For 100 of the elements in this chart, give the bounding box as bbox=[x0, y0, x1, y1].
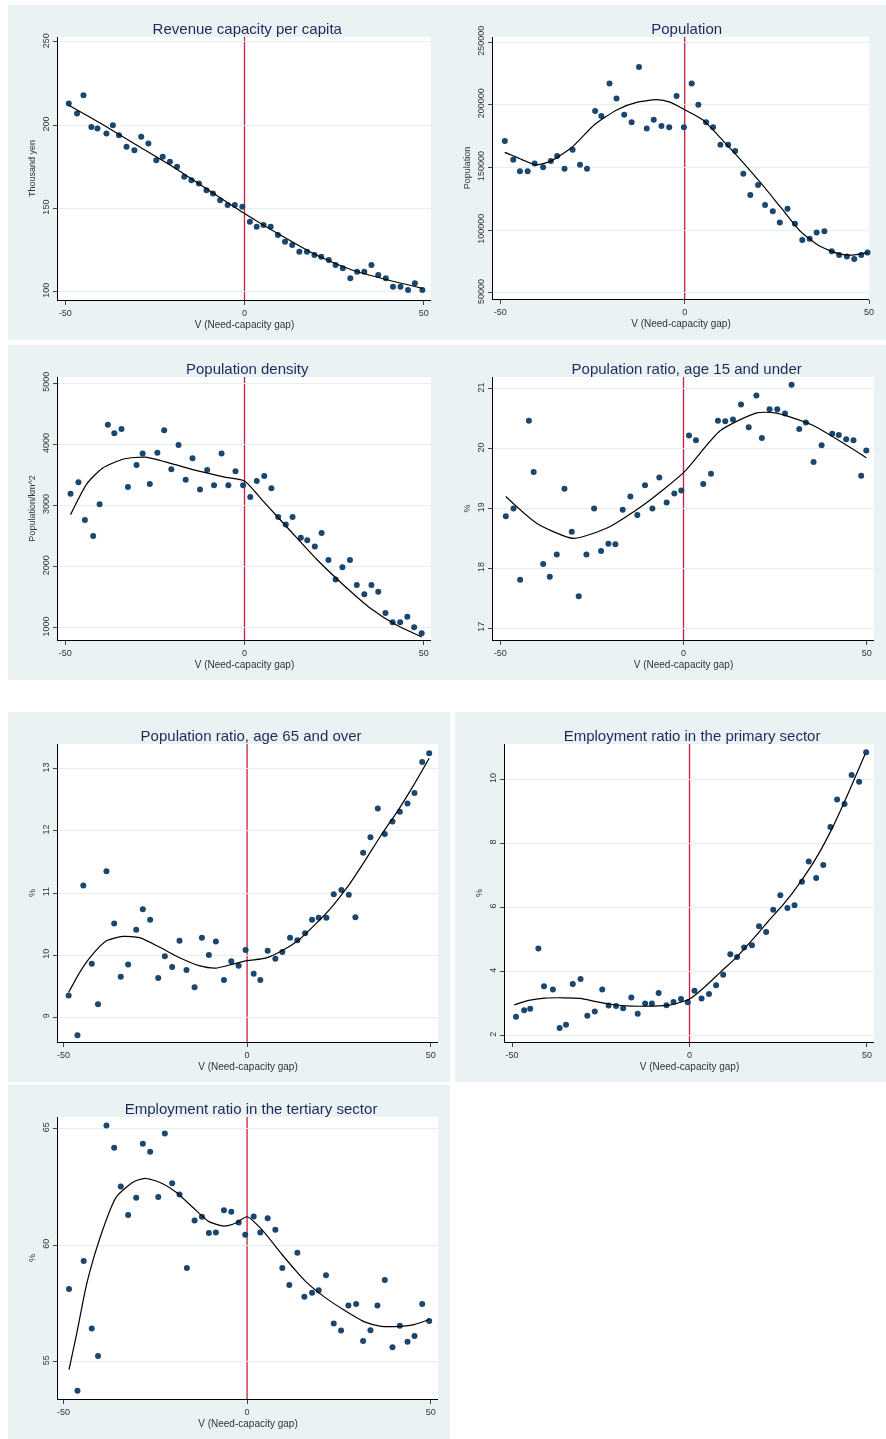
point bbox=[80, 1258, 87, 1265]
point bbox=[323, 914, 330, 921]
point bbox=[382, 610, 389, 617]
point bbox=[205, 1230, 212, 1237]
point bbox=[242, 1231, 249, 1238]
point bbox=[225, 482, 232, 489]
point bbox=[553, 551, 560, 558]
point bbox=[584, 165, 590, 172]
point bbox=[289, 242, 296, 249]
point bbox=[426, 750, 433, 757]
point bbox=[367, 834, 374, 841]
point bbox=[510, 505, 517, 512]
point bbox=[286, 1282, 293, 1289]
point bbox=[109, 122, 116, 129]
x-tick-label: 0 bbox=[682, 306, 688, 317]
point bbox=[242, 947, 249, 954]
point bbox=[658, 123, 665, 129]
y-tick-label: 20 bbox=[476, 442, 487, 453]
point bbox=[863, 749, 870, 756]
point bbox=[620, 1005, 627, 1012]
point bbox=[338, 1327, 345, 1334]
point bbox=[228, 1208, 235, 1215]
x-tick-label: 50 bbox=[861, 1049, 872, 1060]
point bbox=[784, 905, 791, 912]
point bbox=[65, 992, 72, 999]
x-tick-label: 50 bbox=[861, 647, 872, 658]
y-tick-label: 17 bbox=[476, 621, 487, 632]
point bbox=[843, 436, 850, 443]
point bbox=[66, 1286, 73, 1292]
point bbox=[381, 831, 388, 838]
point bbox=[530, 469, 537, 476]
y-tick-label: 1000 bbox=[41, 616, 52, 637]
chart-title: Employment ratio in the primary sector bbox=[563, 726, 821, 744]
point bbox=[389, 283, 396, 290]
point bbox=[139, 1140, 146, 1147]
chart-title: Population bbox=[651, 19, 723, 37]
point bbox=[205, 952, 212, 959]
point bbox=[117, 1183, 124, 1190]
point bbox=[796, 426, 803, 432]
point bbox=[769, 208, 776, 215]
y-tick-label: 11 bbox=[41, 886, 52, 897]
point bbox=[218, 450, 225, 457]
point bbox=[642, 482, 649, 489]
point bbox=[161, 953, 168, 960]
point bbox=[777, 892, 784, 899]
y-tick-label: 21 bbox=[476, 382, 487, 393]
point bbox=[863, 447, 870, 454]
point bbox=[65, 100, 72, 107]
point bbox=[232, 468, 239, 475]
point bbox=[851, 255, 858, 262]
point bbox=[577, 161, 583, 168]
x-tick-label: 0 bbox=[241, 307, 248, 318]
point bbox=[671, 490, 678, 497]
point bbox=[367, 1327, 374, 1334]
point bbox=[592, 107, 599, 114]
point bbox=[707, 470, 714, 477]
point bbox=[301, 1293, 308, 1300]
point bbox=[821, 228, 828, 235]
point bbox=[118, 425, 125, 432]
point bbox=[650, 116, 657, 123]
point bbox=[691, 987, 698, 994]
point bbox=[627, 493, 634, 500]
x-axis-title: V (Need-capacity gap) bbox=[198, 1418, 298, 1430]
point bbox=[159, 153, 166, 160]
point bbox=[133, 462, 140, 469]
point bbox=[309, 1289, 316, 1296]
y-tick-label: 6 bbox=[488, 903, 499, 909]
point bbox=[753, 392, 760, 399]
x-axis-title: V (Need-capacity gap) bbox=[194, 659, 295, 671]
x-tick-label: -50 bbox=[58, 647, 72, 658]
point bbox=[820, 862, 827, 869]
point bbox=[169, 963, 176, 970]
point bbox=[88, 960, 95, 967]
x-tick-label: 50 bbox=[418, 647, 429, 658]
point bbox=[257, 1229, 264, 1236]
point bbox=[176, 937, 183, 944]
point bbox=[155, 1193, 162, 1200]
x-tick-label: -50 bbox=[58, 307, 72, 318]
point bbox=[147, 1148, 154, 1155]
point bbox=[153, 157, 160, 164]
point bbox=[524, 168, 531, 175]
point bbox=[635, 64, 642, 71]
point bbox=[848, 772, 855, 779]
point bbox=[264, 947, 271, 954]
point bbox=[613, 95, 620, 102]
point bbox=[747, 191, 754, 198]
x-axis-title: V (Need-capacity gap) bbox=[631, 318, 731, 330]
point bbox=[605, 540, 612, 547]
point bbox=[643, 125, 650, 132]
point bbox=[628, 119, 635, 126]
y-tick-label: 19 bbox=[476, 502, 487, 513]
y-tick-label: 10 bbox=[488, 772, 499, 783]
point bbox=[289, 514, 296, 521]
point bbox=[740, 170, 747, 177]
y-axis-title: Thousand yen bbox=[26, 139, 37, 198]
y-tick-label: 2 bbox=[488, 1031, 499, 1037]
point bbox=[191, 1217, 198, 1224]
point bbox=[755, 181, 762, 188]
point bbox=[858, 472, 865, 479]
point bbox=[856, 778, 863, 785]
